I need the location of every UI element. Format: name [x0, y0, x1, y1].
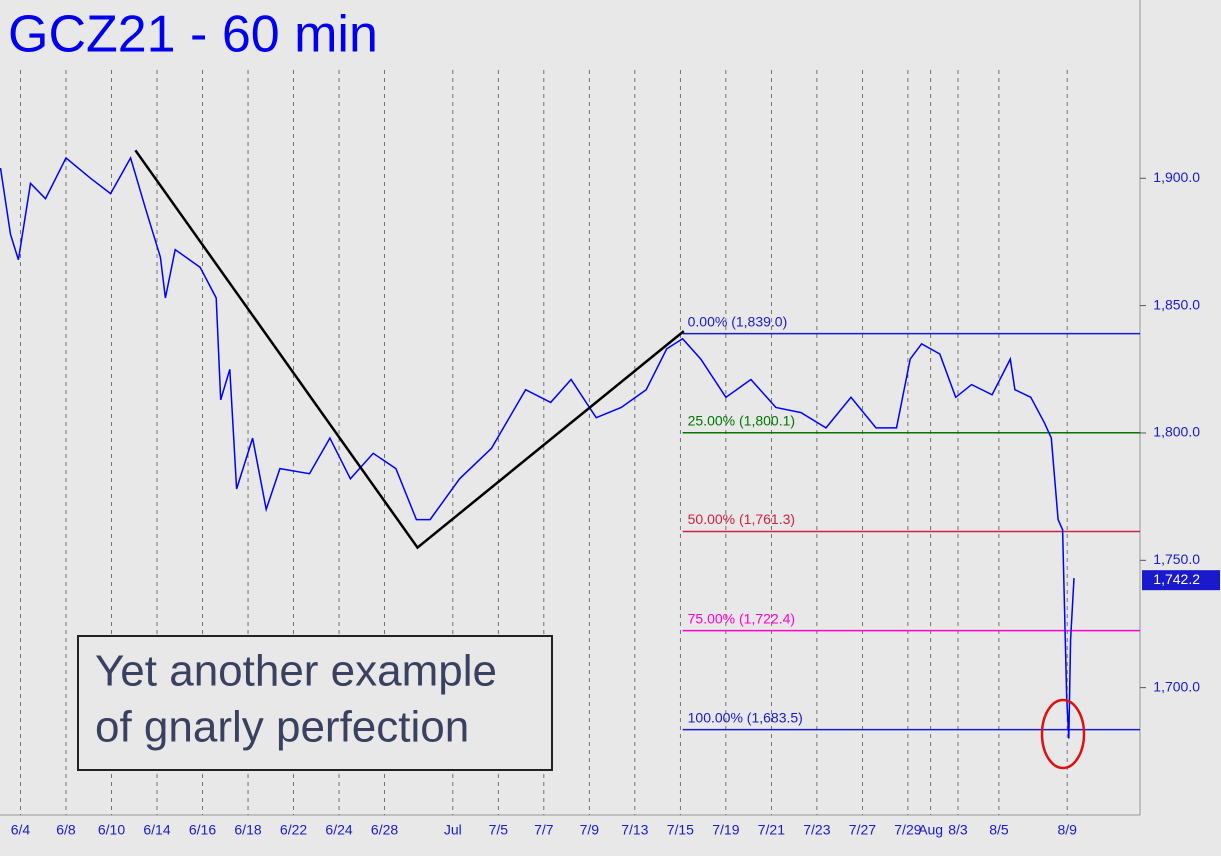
price-line: [0, 155, 1075, 739]
zigzag-line: [134, 149, 685, 550]
x-tick-label: 6/24: [325, 822, 352, 838]
y-tick-label: 1,700.0: [1153, 678, 1200, 694]
x-tick-label: 6/16: [189, 822, 216, 838]
x-tick-label: 8/9: [1057, 822, 1077, 838]
x-tick-label: 8/5: [989, 822, 1009, 838]
x-tick-label: 7/5: [489, 822, 509, 838]
y-tick-label: 1,850.0: [1153, 296, 1200, 312]
last-price-box: [1142, 570, 1220, 591]
x-tick-label: 6/8: [56, 822, 76, 838]
annotation-text: Yet another example: [95, 647, 497, 696]
x-tick-label: 6/10: [98, 822, 125, 838]
highlight-circle: [1040, 698, 1086, 770]
x-tick-label: Aug: [918, 822, 943, 838]
x-tick-label: 7/29: [894, 822, 921, 838]
x-tick-label: 6/22: [280, 822, 307, 838]
annotation-text: of gnarly perfection: [95, 703, 469, 752]
x-tick-label: 6/14: [143, 822, 170, 838]
x-tick-label: 7/7: [534, 822, 554, 838]
x-tick-label: 6/4: [11, 822, 31, 838]
x-tick-label: 7/9: [580, 822, 600, 838]
x-tick-label: 7/13: [621, 822, 648, 838]
annotation-box: [77, 635, 553, 771]
fib-label: 50.00% (1,761.3): [688, 511, 795, 527]
x-tick-label: 6/18: [234, 822, 261, 838]
x-tick-label: 6/28: [371, 822, 398, 838]
last-price-label: 1,742.2: [1153, 571, 1200, 587]
x-tick-label: 7/19: [712, 822, 739, 838]
x-tick-label: 7/23: [803, 822, 830, 838]
x-tick-label: 8/3: [948, 822, 968, 838]
y-tick-label: 1,900.0: [1153, 169, 1200, 185]
y-tick-label: 1,750.0: [1153, 551, 1200, 567]
x-tick-label: 7/15: [667, 822, 694, 838]
x-tick-label: 7/21: [758, 822, 785, 838]
chart-title: GCZ21 - 60 min: [8, 6, 378, 64]
y-tick-label: 1,800.0: [1153, 424, 1200, 440]
x-tick-label: 7/27: [849, 822, 876, 838]
fib-label: 0.00% (1,839.0): [688, 313, 788, 329]
fib-label: 25.00% (1,800.1): [688, 412, 795, 428]
x-tick-label: Jul: [444, 822, 462, 838]
fib-label: 75.00% (1,722.4): [688, 610, 795, 626]
fib-label: 100.00% (1,683.5): [688, 709, 803, 725]
